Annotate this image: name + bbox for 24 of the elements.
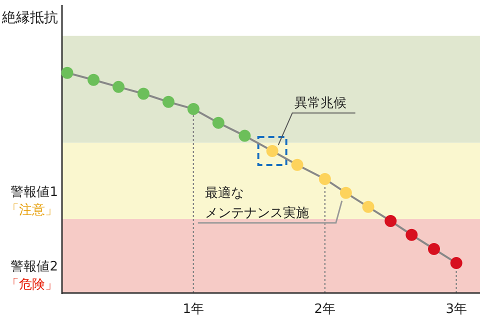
point: [162, 96, 174, 108]
point: [212, 116, 224, 129]
annotation: 最適なメンテナンス実施: [204, 184, 309, 221]
point: [112, 80, 125, 93]
x-tick-label: 2年: [314, 302, 336, 317]
band-label: 警報値1「注意」: [6, 184, 58, 218]
point: [384, 215, 397, 228]
band-label: 警報値2「危険」: [6, 260, 58, 293]
x-tick-label: 1年: [182, 302, 204, 317]
point: [362, 200, 374, 213]
point: [61, 66, 74, 79]
point: [406, 228, 418, 241]
point: [428, 242, 440, 255]
point: [318, 172, 331, 185]
point: [88, 74, 100, 86]
point: [450, 257, 462, 270]
x-tick-label: 3年: [446, 302, 467, 317]
point: [340, 186, 352, 199]
point: [187, 102, 200, 115]
point: [238, 130, 251, 142]
annotation: 異常兆候: [294, 96, 346, 111]
y-axis-title: 絶縁抵抗: [1, 10, 58, 26]
point: [291, 158, 304, 171]
point: [137, 88, 150, 100]
